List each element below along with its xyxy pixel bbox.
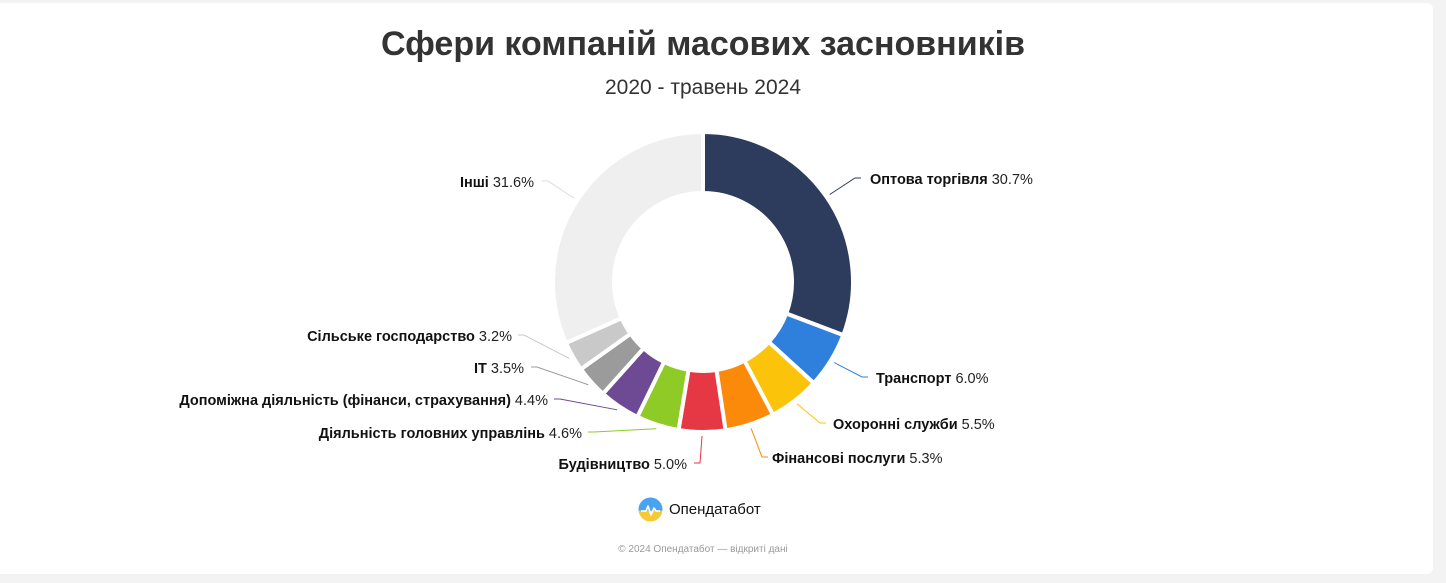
connector-line-8 (518, 334, 570, 359)
connector-line-1 (833, 362, 868, 378)
data-label-3: Фінансові послуги 5.3% (772, 451, 943, 467)
brand-name: Опендатабот (669, 501, 761, 518)
footer-copyright: © 2024 Опендатабот — відкриті дані (618, 544, 788, 555)
data-label-1: Транспорт 6.0% (876, 371, 989, 387)
opendatabot-logo-icon (638, 497, 663, 522)
brand[interactable]: Опендатабот (638, 497, 761, 522)
chart-title: Сфери компаній масових засновників (381, 25, 1025, 63)
data-label-value: 3.5% (487, 361, 524, 377)
data-label-category: Фінансові послуги (772, 451, 905, 467)
data-label-category: Діяльність головних управлінь (319, 426, 545, 442)
data-label-value: 4.4% (511, 393, 548, 409)
data-label-category: Сільське господарство (307, 329, 475, 345)
data-label-value: 5.3% (905, 451, 942, 467)
connector-line-0 (829, 177, 861, 195)
data-label-value: 6.0% (951, 371, 988, 387)
data-label-7: IT 3.5% (474, 361, 524, 377)
data-label-value: 4.6% (545, 426, 582, 442)
data-label-8: Сільське господарство 3.2% (307, 329, 512, 345)
data-label-value: 5.5% (958, 417, 995, 433)
chart-subtitle: 2020 - травень 2024 (604, 76, 802, 99)
donut-slice-0[interactable] (701, 130, 855, 338)
data-label-6: Допоміжна діяльність (фінанси, страхуван… (179, 393, 548, 409)
data-label-2: Охоронні служби 5.5% (833, 417, 995, 433)
data-label-category: Оптова торгівля (870, 172, 988, 188)
data-label-category: Допоміжна діяльність (фінанси, страхуван… (179, 393, 511, 409)
connector-line-4 (694, 435, 703, 464)
data-label-category: IT (474, 361, 487, 377)
donut-slice-9[interactable] (551, 130, 705, 345)
chart-card (0, 3, 1433, 574)
connector-line-5 (588, 428, 657, 433)
data-label-value: 31.6% (489, 175, 534, 191)
connector-line-3 (750, 428, 768, 458)
data-label-value: 30.7% (988, 172, 1033, 188)
connector-line-9 (542, 180, 575, 199)
data-label-category: Транспорт (876, 371, 951, 387)
connector-line-7 (531, 366, 589, 386)
data-label-0: Оптова торгівля 30.7% (870, 172, 1033, 188)
data-label-category: Інші (460, 175, 489, 191)
data-label-value: 3.2% (475, 329, 512, 345)
connector-line-6 (554, 398, 618, 411)
data-label-4: Будівництво 5.0% (559, 457, 688, 473)
data-label-value: 5.0% (650, 457, 687, 473)
data-label-category: Будівництво (559, 457, 650, 473)
data-label-category: Охоронні служби (833, 417, 958, 433)
data-label-5: Діяльність головних управлінь 4.6% (319, 426, 582, 442)
data-label-9: Інші 31.6% (460, 175, 534, 191)
connector-line-2 (796, 403, 826, 424)
